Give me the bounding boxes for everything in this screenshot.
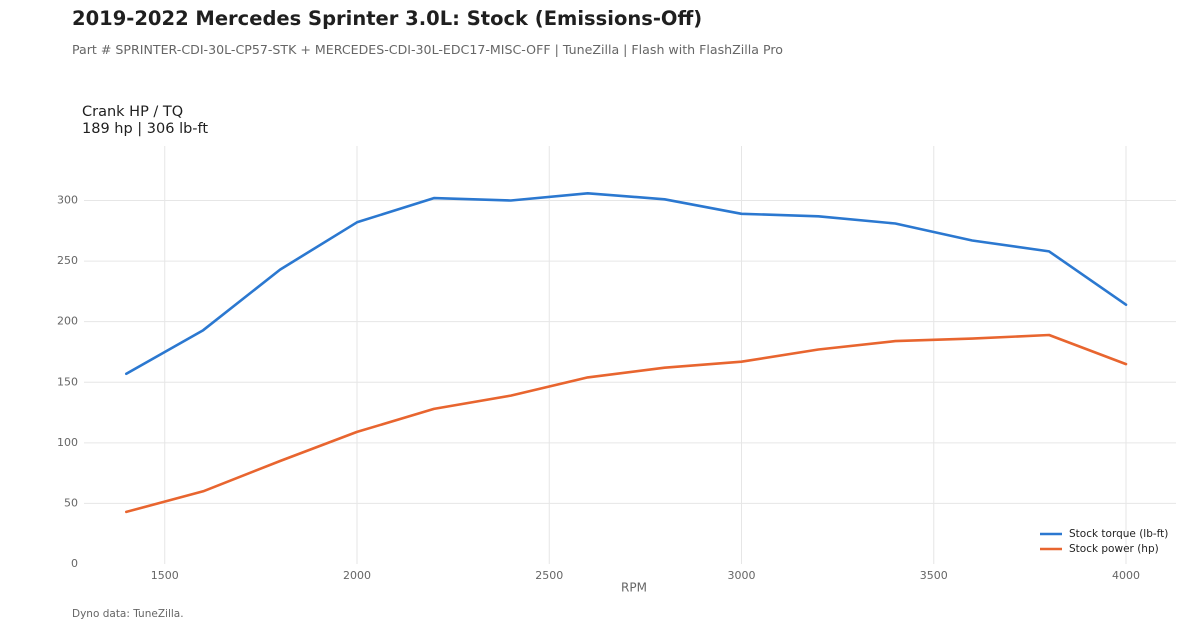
chart-heading-values: 189 hp | 306 lb-ft [82,121,209,137]
legend-label: Stock power (hp) [1069,543,1159,555]
footer-source: Dyno data: TuneZilla. [72,608,184,620]
chart-heading: Crank HP / TQ 189 hp | 306 lb-ft [82,104,208,138]
y-tick-label: 250 [57,254,78,267]
x-tick-label: 2000 [343,569,371,582]
x-tick-label: 2500 [535,569,563,582]
x-tick-label: 3000 [728,569,756,582]
series-line-power [125,333,1128,514]
page-subtitle: Part # SPRINTER-CDI-30L-CP57-STK + MERCE… [72,42,783,57]
x-tick-label: 3500 [920,569,948,582]
x-tick-label: 1500 [151,569,179,582]
series-line-torque [125,192,1128,376]
y-tick-label: 300 [57,194,78,207]
legend-label: Stock torque (lb-ft) [1069,528,1168,540]
x-axis-title: RPM [621,581,647,595]
chart-heading-metric: Crank HP / TQ [82,104,184,120]
y-tick-label: 100 [57,436,78,449]
page-title: 2019-2022 Mercedes Sprinter 3.0L: Stock … [72,7,703,30]
x-tick-label: 4000 [1112,569,1140,582]
y-tick-label: 0 [71,557,78,570]
y-tick-label: 50 [64,496,78,509]
y-tick-label: 150 [57,375,78,388]
y-tick-label: 200 [57,315,78,328]
